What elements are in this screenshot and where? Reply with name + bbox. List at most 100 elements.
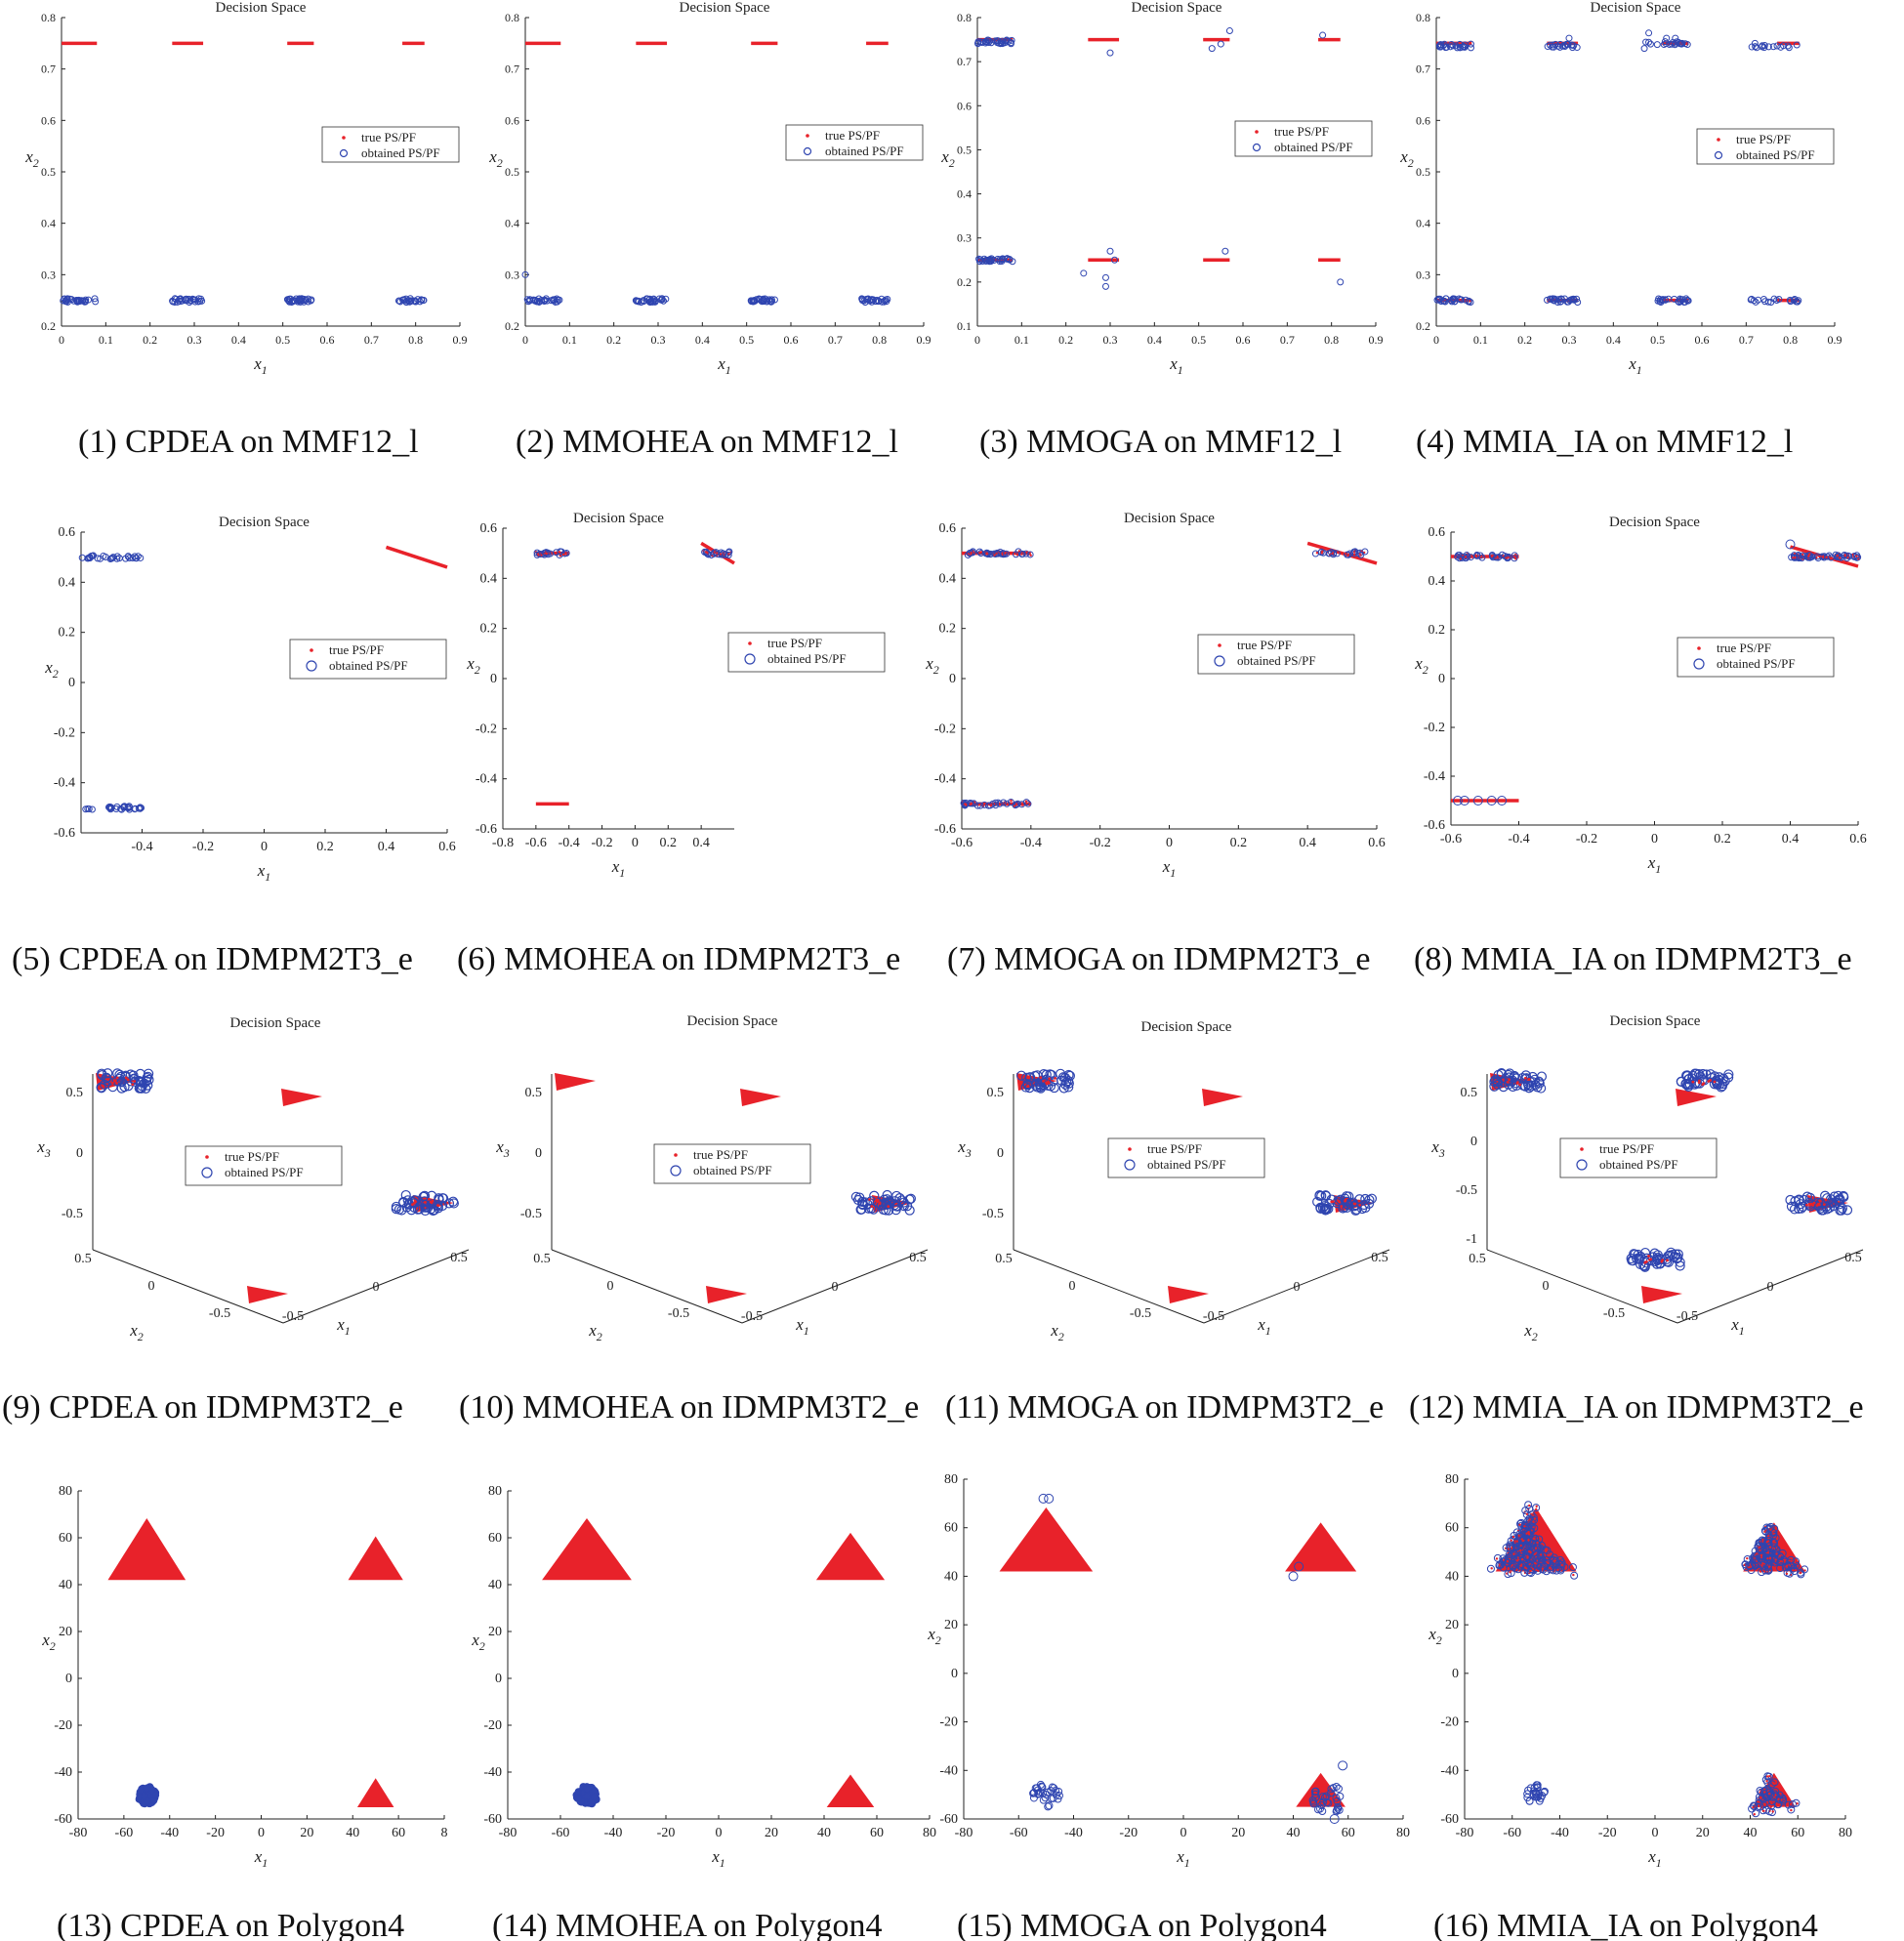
x-tick-label: 0.5 [1844, 1251, 1862, 1265]
obtained-ps-point [859, 1197, 870, 1208]
legend-obtained-label: obtained PS/PF [225, 1165, 304, 1179]
x-axis-label: x1 [611, 857, 626, 880]
chart-4: 0 0.1 0.2 0.3 0.4 0.5 0.6 0.7 0.8 0.9 0.2 0.3 0.4 0.5… [1399, 0, 1842, 377]
true-ps-point [1777, 1797, 1780, 1800]
true-ps-point [1773, 1782, 1777, 1785]
chart-14: -80 -60 -40 -20 0 20 40 60 80-60-40-20020406080x… [471, 1484, 936, 1870]
obtained-ps-point [135, 1082, 145, 1094]
chart-9: Decision Space 0.5 0 -0.5 0.5 0 -0.5 -0.5 0 0.5 x3… [36, 1015, 470, 1343]
obtained-ps-point [1764, 1538, 1773, 1547]
obtained-ps-point [1509, 1072, 1520, 1083]
chart-15: -80 -60 -40 -20 0 20 40 60 80-60-40-20020406080x… [927, 1472, 1410, 1870]
x-tick-label: 0.2 [316, 840, 334, 854]
y-tick-label: 0.7 [505, 62, 519, 76]
legend-box [289, 639, 447, 680]
legend-true-label: true PS/PF [825, 128, 880, 143]
obtained-ps-point [1526, 1569, 1535, 1578]
true-ps-point [1767, 1792, 1771, 1796]
obtained-ps-point [1311, 1790, 1320, 1798]
obtained-ps-point [1433, 296, 1441, 304]
y-tick-label: 0.5 [957, 143, 972, 156]
obtained-ps-point [1745, 1561, 1754, 1570]
y-tick-label: 80 [944, 1472, 958, 1487]
x-tick-label: 0.8 [1324, 333, 1339, 347]
obtained-ps-point [750, 297, 758, 305]
obtained-ps-point [1801, 1191, 1813, 1202]
true-ps-point [1490, 554, 1494, 558]
true-ps-point [1647, 1255, 1650, 1258]
obtained-ps-point [1748, 295, 1756, 303]
obtained-ps-point [1525, 1081, 1537, 1092]
true-ps-point [1753, 1812, 1757, 1816]
x-tick-label: 80 [923, 1826, 936, 1840]
x-tick-label: 0.2 [1517, 333, 1532, 347]
true-ps-point [110, 1081, 114, 1085]
obtained-ps-point [1651, 1254, 1663, 1264]
obtained-ps-point [140, 1792, 148, 1800]
obtained-ps-point [135, 805, 143, 812]
true-ps-point [1547, 1561, 1550, 1564]
obtained-ps-point [1101, 282, 1109, 290]
obtained-ps-point [143, 1068, 154, 1079]
legend-true-label: true PS/PF [1599, 1141, 1654, 1156]
true-ps-point [1474, 555, 1478, 558]
obtained-ps-point [976, 802, 984, 809]
y-tick-label: -0.5 [209, 1306, 230, 1321]
true-ps-point [1794, 556, 1797, 559]
obtained-ps-point [1535, 1790, 1544, 1798]
obtained-ps-point [1486, 1564, 1495, 1573]
true-ps-triangle [1285, 1522, 1357, 1572]
obtained-ps-point [129, 554, 137, 561]
obtained-ps-point [1490, 1075, 1501, 1086]
true-ps-point [1778, 1567, 1781, 1570]
true-ps-point [1527, 1533, 1531, 1536]
obtained-ps-point [113, 555, 121, 562]
obtained-ps-point [1764, 1542, 1773, 1550]
obtained-ps-point [1509, 1561, 1517, 1570]
x-tick-label: 0.5 [909, 1251, 927, 1265]
true-ps-point [1660, 1260, 1664, 1263]
obtained-ps-point [1543, 1558, 1552, 1567]
x-tick-label: -80 [1456, 1826, 1474, 1840]
x-tick-label: 0.9 [917, 333, 931, 347]
obtained-ps-point [434, 1194, 444, 1205]
x-axis-label: x1 [336, 1315, 351, 1338]
obtained-ps-point [747, 297, 755, 305]
obtained-ps-point [1465, 297, 1472, 305]
obtained-ps-point [1853, 552, 1861, 559]
caption-11: (11) MMOGA on IDMPM3T2_e [945, 1389, 1384, 1425]
obtained-ps-point [1493, 1553, 1502, 1562]
obtained-ps-point [1521, 1521, 1530, 1530]
true-ps-point [1761, 1562, 1764, 1565]
z-axis-label: x3 [36, 1137, 51, 1160]
true-ps-point [1829, 557, 1833, 559]
obtained-ps-point [137, 554, 145, 561]
y-tick-label: 40 [488, 1578, 502, 1592]
obtained-ps-point [1546, 1563, 1554, 1572]
true-ps-point [1015, 803, 1018, 806]
obtained-ps-point [1002, 37, 1010, 45]
obtained-ps-point [1520, 1081, 1531, 1092]
obtained-ps-point [1052, 1791, 1060, 1799]
x-tick-label: -0.2 [192, 840, 214, 854]
chart-2: 0 0.1 0.2 0.3 0.4 0.5 0.6 0.7 0.8 0.9 0.2 0.3 0.4 0.5… [488, 0, 931, 377]
true-ps-region [706, 1286, 747, 1303]
z-tick-label: -0.5 [520, 1207, 542, 1221]
y-axis-label: x2 [129, 1321, 144, 1343]
obtained-ps-point [1815, 1197, 1826, 1209]
true-ps-point [113, 1079, 117, 1083]
x-axis-label: x1 [1730, 1315, 1745, 1338]
chart-5: -0.4 -0.2 0 0.2 0.4 0.6 -0.6 -0.4 -0.2 0 0.2 0.4 0.6… [44, 515, 456, 884]
x-tick-label: -0.4 [1508, 832, 1529, 847]
obtained-ps-point [448, 1196, 459, 1207]
true-ps-point [1054, 1076, 1057, 1080]
obtained-ps-point [91, 295, 99, 303]
true-ps-point [1315, 552, 1319, 555]
obtained-ps-point [904, 1205, 915, 1216]
obtained-ps-point [1532, 1789, 1541, 1797]
legend-true-marker [205, 1155, 209, 1159]
true-ps-point [115, 1082, 118, 1085]
caption-4: (4) MMIA_IA on MMF12_l [1416, 424, 1793, 460]
obtained-ps-point [1682, 295, 1690, 303]
obtained-ps-point [1759, 1551, 1767, 1560]
